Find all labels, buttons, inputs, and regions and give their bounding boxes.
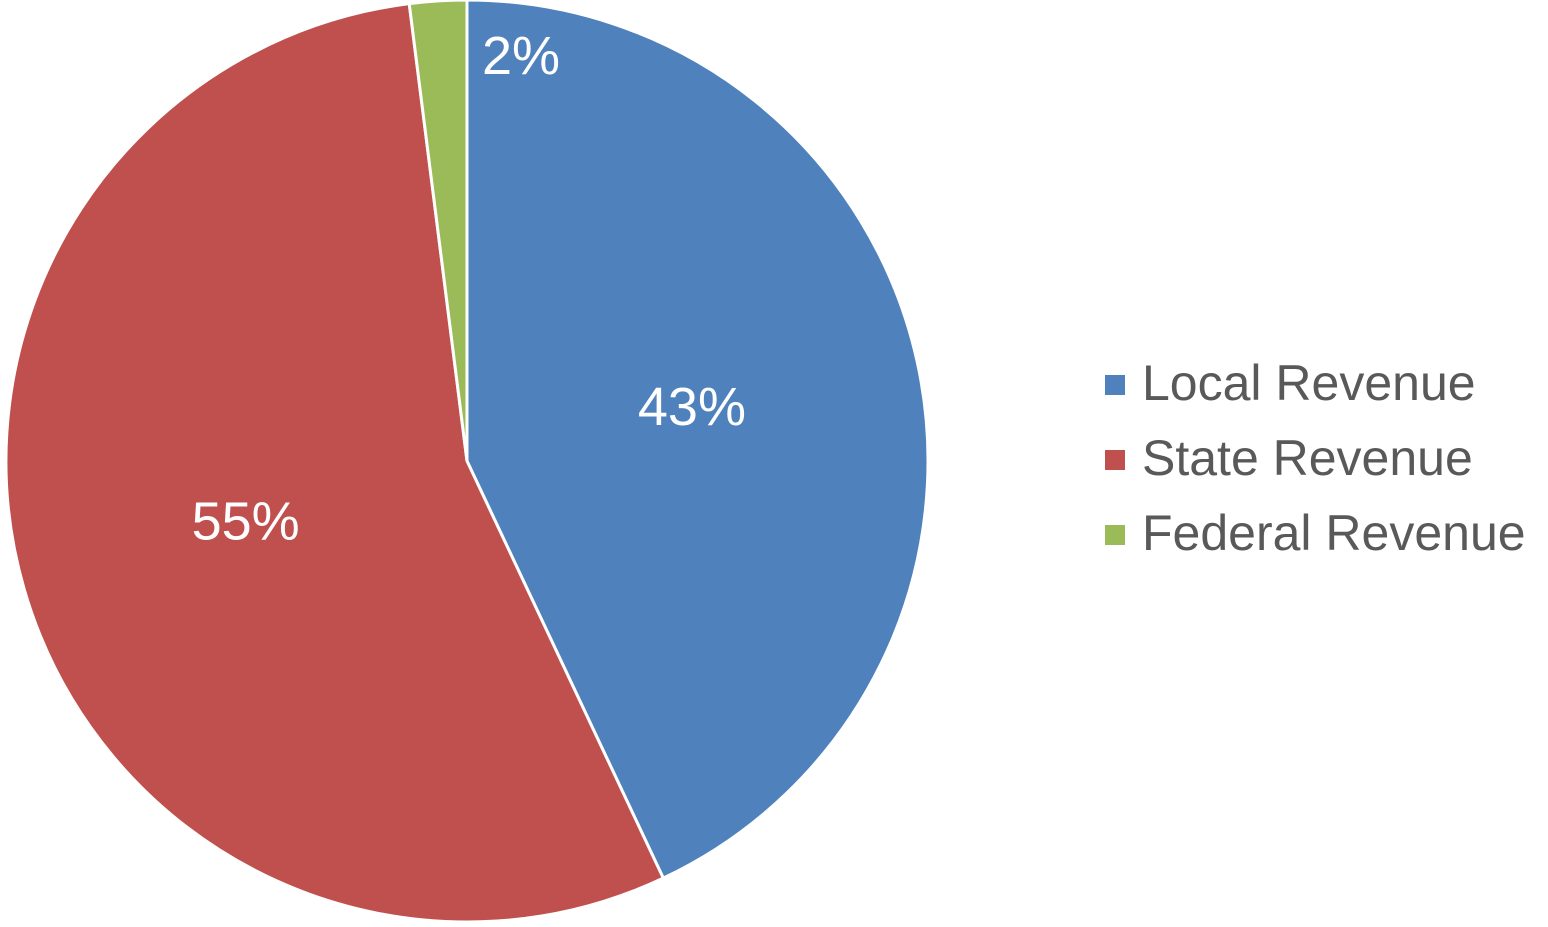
data-label: 2% [482,26,560,86]
pie-slice [407,0,469,462]
data-label: 55% [192,492,300,552]
legend-label: State Revenue [1142,430,1473,486]
data-label: 43% [638,377,746,437]
legend-swatch [1105,525,1125,545]
legend-label: Local Revenue [1142,355,1476,411]
pie-slice [465,0,930,881]
pie-slice [4,1,666,924]
legend-swatch [1105,375,1125,395]
legend-label: Federal Revenue [1142,505,1526,561]
legend-swatch [1105,450,1125,470]
